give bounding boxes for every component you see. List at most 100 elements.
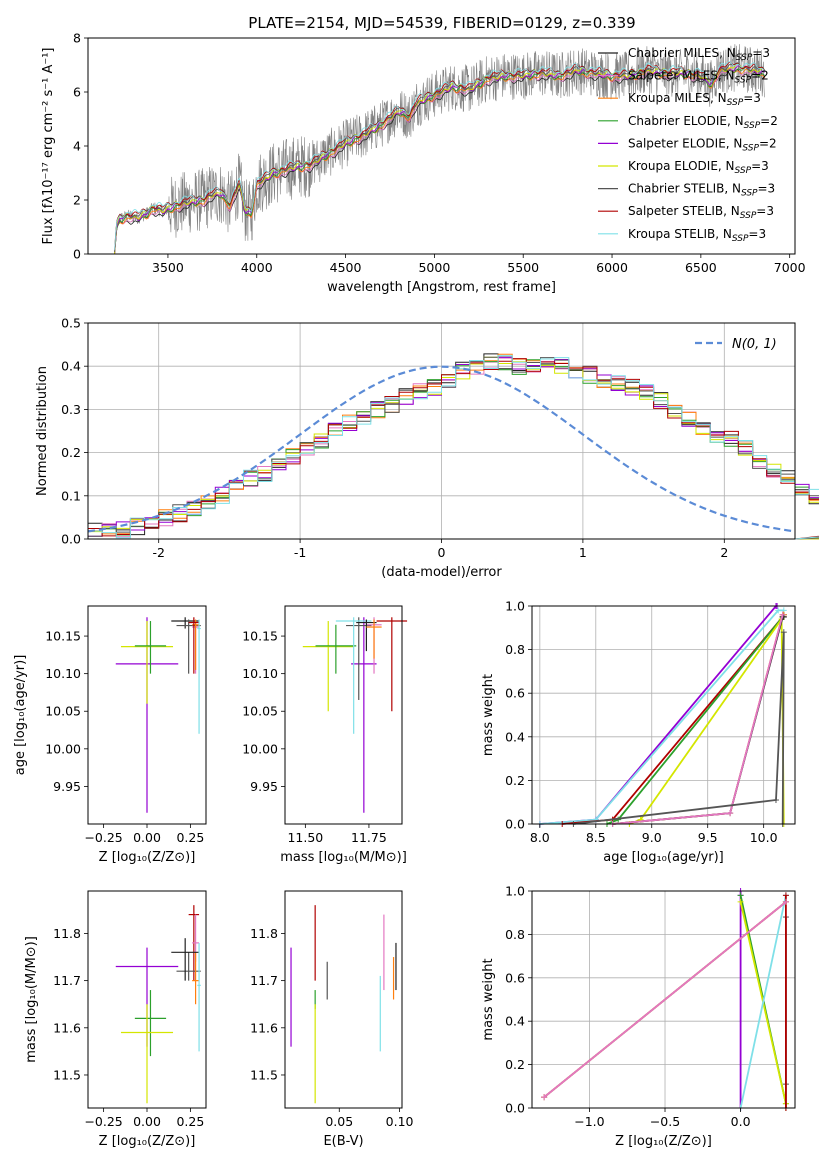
observed-spectrum-line <box>114 44 765 252</box>
plot-frame <box>87 890 207 1109</box>
x-tick-label: 8.5 <box>586 830 606 845</box>
y-tick-label: 0 <box>73 247 81 262</box>
y-tick-label: 11.8 <box>250 926 278 941</box>
data-marker <box>541 1094 548 1101</box>
legend-entry: Kroupa MILES, NSSP=3 <box>628 91 761 108</box>
errorbar-kroupa-miles <box>366 619 382 659</box>
legend-value: =3 <box>751 159 769 173</box>
y-tick-label: 0.6 <box>505 970 525 985</box>
y-tick-label: 0.4 <box>505 729 525 744</box>
x-axis-label: mass [log₁₀(M/M⊙)] <box>280 850 407 865</box>
y-tick-label: 0.0 <box>505 1101 525 1116</box>
legend-value: =3 <box>752 46 770 60</box>
legend-label: Salpeter ELODIE, N <box>628 136 742 150</box>
legend-label: Chabrier ELODIE, N <box>628 114 744 128</box>
legend-value: =3 <box>743 91 761 105</box>
y-tick-label: 10.00 <box>242 741 278 756</box>
legend-label: Salpeter STELIB, N <box>628 204 740 218</box>
y-tick-label: 0.0 <box>61 532 81 547</box>
y-tick-label: 0.3 <box>61 402 81 417</box>
spectrum-lines <box>114 44 766 254</box>
y-tick-label: 10.00 <box>45 741 81 756</box>
y-tick-label: 0.5 <box>61 316 81 331</box>
legend-subscript: SSP <box>735 76 752 86</box>
x-tick-label: −0.5 <box>650 1114 680 1129</box>
errorbar-kroupa-miles <box>192 952 200 1005</box>
plot-frame <box>284 890 403 1109</box>
x-tick-label: 6500 <box>685 260 717 275</box>
legend-entry: Salpeter ELODIE, NSSP=2 <box>628 136 777 153</box>
legend-subscript: SSP <box>732 234 749 244</box>
errorbar-chabrier-stelib <box>346 617 372 700</box>
x-tick-label: 0.05 <box>325 1114 353 1129</box>
legend-subscript: SSP <box>740 211 757 221</box>
x-tick-label: 0.00 <box>133 830 161 845</box>
plot-frame <box>284 605 403 825</box>
x-tick-label: −0.25 <box>84 1114 122 1129</box>
errorbar-chabrier-elodie <box>134 990 167 1057</box>
data-marker <box>737 898 744 905</box>
y-tick-label: 8 <box>73 31 81 46</box>
legend-label: Chabrier STELIB, N <box>628 182 741 196</box>
legend-entry: Kroupa STELIB, NSSP=3 <box>628 227 766 244</box>
y-tick-label: 11.8 <box>53 926 81 941</box>
x-tick-label: 7000 <box>774 260 806 275</box>
x-tick-label: 6000 <box>596 260 628 275</box>
model-line-salpeter-stelib <box>114 61 766 250</box>
mass-vs-metallicity-panel: −0.25 0.00 0.25 11.5 11.6 11.7 11.8 Z [log₁₀(Z/… <box>24 890 207 1149</box>
errorbar-salpeter-stelib <box>188 617 200 674</box>
x-tick-label: -2 <box>152 545 164 560</box>
x-axis-label: Z [log₁₀(Z/Z⊙)] <box>99 1134 196 1149</box>
legend-subscript: SSP <box>727 98 744 108</box>
legend-value: =3 <box>748 227 766 241</box>
data-marker <box>727 810 734 817</box>
y-tick-label: 9.95 <box>53 779 81 794</box>
y-tick-label: 10.05 <box>242 704 278 719</box>
legend-value: =2 <box>751 69 769 83</box>
data-marker <box>775 607 782 614</box>
legend-value: =3 <box>756 204 774 218</box>
y-tick-label: 10.10 <box>242 666 278 681</box>
model-line-kroupa-stelib <box>114 61 766 250</box>
legend-value: =2 <box>760 114 778 128</box>
plot-frame <box>531 890 796 1109</box>
legend-entry: Chabrier MILES, NSSP=3 <box>628 46 770 63</box>
legend-entry: Chabrier STELIB, NSSP=3 <box>628 182 775 199</box>
age-vs-metallicity-panel: −0.25 0.00 0.25 9.95 10.00 10.05 10.10 10.15 Z [… <box>13 605 207 865</box>
cumulative-line-salpeter-elodie <box>539 605 778 825</box>
legend-subscript: SSP <box>736 53 753 63</box>
errorbar-kroupa-stelib <box>335 617 372 734</box>
x-tick-label: 4500 <box>330 260 362 275</box>
y-tick-label: 2 <box>73 193 81 208</box>
legend-subscript: SSP <box>744 121 761 131</box>
y-tick-label: 0.4 <box>505 1014 525 1029</box>
cumulative-line-kroupa-stelib <box>539 609 784 825</box>
y-tick-label: 10.10 <box>45 666 81 681</box>
errorbar-chabrier-miles <box>356 619 377 652</box>
cumulative-line-salpeter-miles <box>543 901 787 1098</box>
errorbar-chabrier-stelib <box>176 952 201 981</box>
x-tick-label: 5500 <box>507 260 539 275</box>
y-tick-label: 1.0 <box>505 599 525 614</box>
y-tick-label: 0.8 <box>505 642 525 657</box>
x-tick-label: 1 <box>579 545 587 560</box>
x-tick-label: 10.0 <box>750 830 778 845</box>
histogram-chabrier-miles <box>87 353 819 540</box>
y-axis-label: Normed distribution <box>35 366 50 496</box>
y-tick-label: 10.05 <box>45 704 81 719</box>
errorbar-kroupa-elodie <box>120 1004 174 1104</box>
y-tick-label: 0.2 <box>505 773 525 788</box>
errorbar-kroupa-stelib <box>197 619 201 734</box>
legend-label: Chabrier MILES, N <box>628 46 736 60</box>
data-marker <box>779 611 786 618</box>
y-tick-label: 11.5 <box>250 1067 278 1082</box>
histogram-chabrier-stelib <box>87 355 819 540</box>
errorbar-chabrier-stelib <box>176 619 201 674</box>
x-tick-label: 3500 <box>152 260 184 275</box>
x-axis-label: Z [log₁₀(Z/Z⊙)] <box>615 1134 712 1149</box>
cumulative-line-kroupa-stelib <box>739 895 787 1109</box>
x-tick-label: 4000 <box>241 260 273 275</box>
histogram-kroupa-miles <box>87 353 819 540</box>
